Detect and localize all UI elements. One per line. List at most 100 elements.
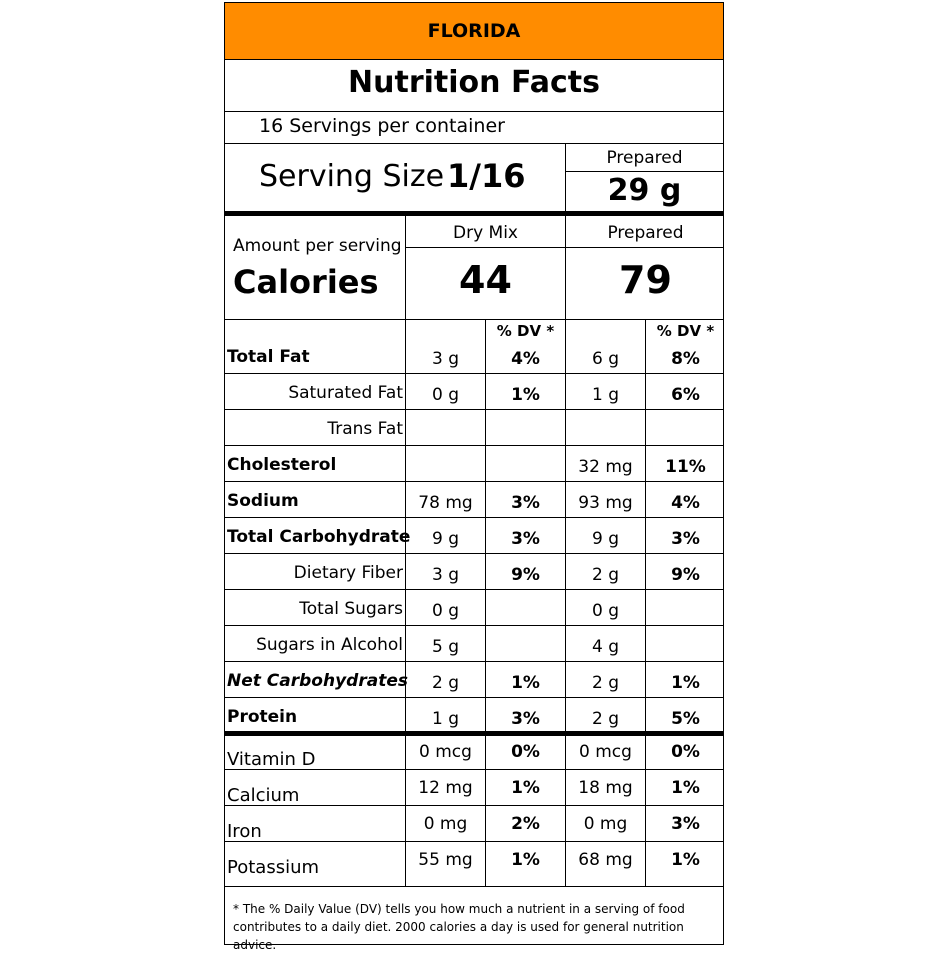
calories-label: Calories	[233, 263, 379, 301]
divider	[566, 171, 723, 172]
row-divider	[225, 805, 723, 806]
dry-dv: 0%	[511, 742, 540, 762]
nutrient-label: Total Carbohydrate	[227, 527, 411, 547]
nutrient-label: Sodium	[227, 491, 299, 511]
dry-dv: 1%	[511, 673, 540, 693]
dry-mix-heading: Dry Mix	[453, 223, 518, 243]
nutrient-label: Vitamin D	[227, 749, 316, 770]
daily-value-footnote: * The % Daily Value (DV) tells you how m…	[233, 902, 685, 952]
prepared-dv: 6%	[671, 385, 700, 405]
amount-per-serving: Amount per serving	[233, 236, 402, 256]
prepared-amount: 6 g	[591, 349, 619, 369]
nutrient-label: Sugars in Alcohol	[256, 635, 403, 655]
column-rule	[485, 319, 486, 886]
row-divider	[225, 373, 723, 374]
column-rule	[565, 216, 566, 886]
prepared-amount: 4 g	[591, 637, 619, 657]
nutrient-label: Potassium	[227, 857, 320, 878]
divider	[225, 111, 723, 112]
dry-amount: 3 g	[431, 349, 459, 369]
thick-divider	[225, 211, 723, 216]
dry-amount: 1 g	[431, 709, 459, 729]
nutrient-label: Iron	[227, 821, 262, 842]
dry-dv: 1%	[511, 850, 540, 870]
dry-amount: 55 mg	[418, 850, 473, 870]
prepared-column-heading: Prepared	[607, 223, 684, 243]
label-title: Nutrition Facts	[348, 65, 600, 100]
dry-dv: 4%	[511, 349, 540, 369]
dry-dv: 3%	[511, 529, 540, 549]
prepared-amount: 1 g	[591, 385, 619, 405]
dry-mix-calories: 44	[459, 258, 512, 302]
nutrient-label: Cholesterol	[227, 455, 337, 475]
prepared-dv: 5%	[671, 709, 700, 729]
prepared-amount: 9 g	[591, 529, 619, 549]
prepared-dv: 1%	[671, 850, 700, 870]
prepared-amount: 0 mg	[583, 814, 628, 834]
row-divider	[225, 445, 723, 446]
dry-amount: 0 g	[431, 601, 459, 621]
column-rule	[565, 143, 566, 213]
nutrient-label: Total Fat	[227, 347, 310, 367]
divider	[225, 886, 723, 887]
row-divider	[225, 769, 723, 770]
state-banner: FLORIDA	[225, 3, 723, 60]
dry-amount: 0 mg	[423, 814, 468, 834]
divider	[225, 143, 723, 144]
nutrient-label: Net Carbohydrates	[227, 671, 408, 691]
column-rule	[645, 319, 646, 886]
dry-dv: 9%	[511, 565, 540, 585]
nutrient-label: Calcium	[227, 785, 300, 806]
divider	[406, 247, 723, 248]
nutrient-label: Saturated Fat	[288, 383, 403, 403]
row-divider	[225, 553, 723, 554]
servings-per-container: 16 Servings per container	[259, 115, 505, 137]
dry-amount: 5 g	[431, 637, 459, 657]
row-divider	[225, 409, 723, 410]
prepared-dv: 3%	[671, 814, 700, 834]
dry-amount: 0 mcg	[419, 742, 472, 762]
row-divider	[225, 661, 723, 662]
divider	[225, 319, 723, 320]
column-rule	[405, 216, 406, 886]
dry-amount: 3 g	[431, 565, 459, 585]
prepared-amount: 0 mcg	[579, 742, 632, 762]
row-divider	[225, 625, 723, 626]
serving-size-value: 1/16	[447, 157, 526, 195]
prepared-dv: 9%	[671, 565, 700, 585]
nutrition-label: FLORIDA Nutrition Facts 16 Servings per …	[224, 2, 724, 952]
dry-amount: 2 g	[431, 673, 459, 693]
row-divider	[225, 517, 723, 518]
serving-size-label: Serving Size	[259, 159, 445, 194]
dry-dv: 3%	[511, 493, 540, 513]
nutrient-label: Dietary Fiber	[293, 563, 403, 583]
dry-dv: 2%	[511, 814, 540, 834]
row-divider	[225, 589, 723, 590]
dry-dv: 1%	[511, 385, 540, 405]
prepared-amount: 32 mg	[578, 457, 633, 477]
dry-amount: 12 mg	[418, 778, 473, 798]
dry-dv: 3%	[511, 709, 540, 729]
dry-amount: 0 g	[431, 385, 459, 405]
dry-amount: 78 mg	[418, 493, 473, 513]
prepared-dv: 4%	[671, 493, 700, 513]
prepared-amount: 2 g	[591, 565, 619, 585]
prepared-amount: 18 mg	[578, 778, 633, 798]
dry-amount: 9 g	[431, 529, 459, 549]
prepared-amount: 68 mg	[578, 850, 633, 870]
prepared-dv: 11%	[665, 457, 706, 477]
prepared-dv: 8%	[671, 349, 700, 369]
row-divider	[225, 481, 723, 482]
prepared-amount: 2 g	[591, 673, 619, 693]
prepared-amount: 2 g	[591, 709, 619, 729]
row-divider	[225, 841, 723, 842]
row-divider	[225, 731, 723, 736]
prepared-amount: 0 g	[591, 601, 619, 621]
prepared-dv: 1%	[671, 673, 700, 693]
nutrient-label: Trans Fat	[327, 419, 403, 439]
prepared-weight: 29 g	[607, 173, 682, 208]
dry-dv: 1%	[511, 778, 540, 798]
dry-dv-heading: % DV *	[496, 322, 555, 340]
prepared-dv: 1%	[671, 778, 700, 798]
nutrient-label: Protein	[227, 707, 298, 727]
